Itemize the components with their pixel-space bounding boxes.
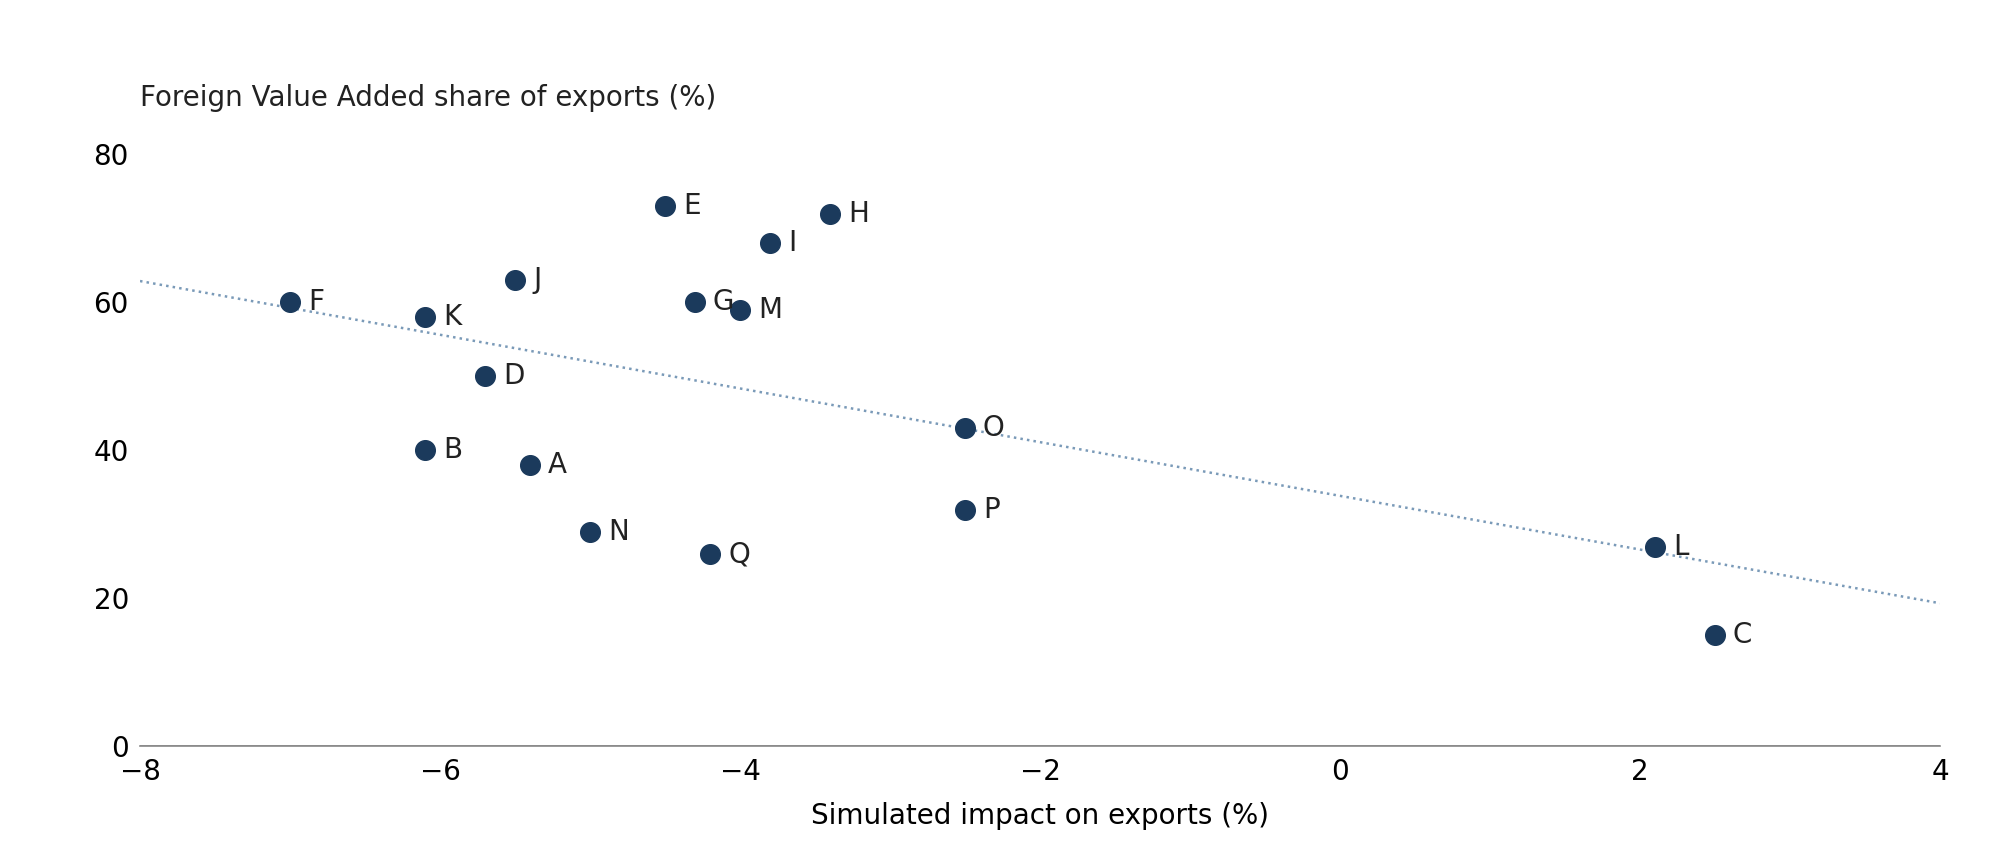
Text: O: O bbox=[984, 414, 1004, 442]
Text: L: L bbox=[1672, 533, 1688, 560]
Point bbox=[680, 295, 712, 310]
Point bbox=[754, 237, 786, 251]
Text: K: K bbox=[444, 303, 462, 331]
Point bbox=[1700, 629, 1732, 643]
Text: Foreign Value Added share of exports (%): Foreign Value Added share of exports (%) bbox=[140, 83, 716, 112]
Point bbox=[694, 547, 726, 561]
Text: B: B bbox=[444, 437, 462, 464]
Point bbox=[948, 503, 980, 517]
Text: C: C bbox=[1732, 621, 1752, 650]
Text: A: A bbox=[548, 451, 568, 480]
Text: P: P bbox=[984, 496, 1000, 523]
Text: F: F bbox=[308, 288, 324, 317]
Point bbox=[274, 295, 306, 310]
Point bbox=[948, 421, 980, 435]
Text: I: I bbox=[788, 229, 796, 257]
Text: H: H bbox=[848, 200, 868, 227]
Point bbox=[468, 370, 500, 384]
Text: N: N bbox=[608, 518, 628, 546]
Point bbox=[408, 444, 440, 457]
Point bbox=[408, 311, 440, 324]
Point bbox=[1640, 540, 1672, 553]
Text: E: E bbox=[684, 192, 700, 221]
X-axis label: Simulated impact on exports (%): Simulated impact on exports (%) bbox=[812, 802, 1270, 831]
Point bbox=[574, 525, 606, 539]
Point bbox=[648, 199, 680, 213]
Point bbox=[514, 458, 546, 472]
Text: D: D bbox=[504, 362, 524, 390]
Point bbox=[500, 274, 532, 287]
Text: J: J bbox=[532, 266, 542, 294]
Text: G: G bbox=[712, 288, 734, 317]
Point bbox=[724, 303, 756, 317]
Text: M: M bbox=[758, 296, 782, 323]
Point bbox=[814, 207, 846, 221]
Text: Q: Q bbox=[728, 540, 750, 568]
